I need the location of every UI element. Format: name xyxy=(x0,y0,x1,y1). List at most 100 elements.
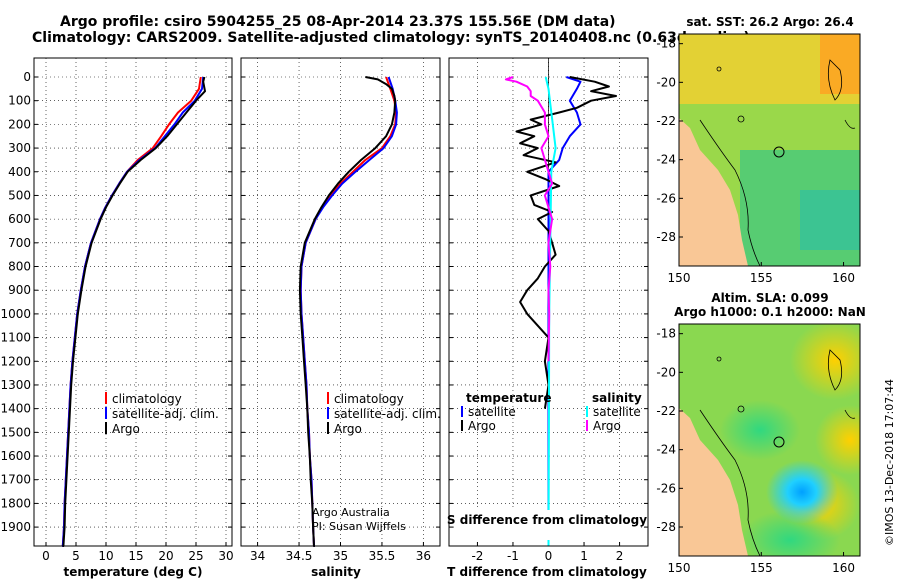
depth-tick-label: 1700 xyxy=(0,473,31,487)
difference-top-xlabel: S difference from climatology xyxy=(447,513,647,527)
sla-map-panel: Altim. SLA: 0.099 Argo h1000: 0.1 h2000:… xyxy=(656,291,866,575)
depth-axis-labels: 0 100 200 300 400 500 600 700 800 900 1000 1100 1200… xyxy=(0,70,31,534)
sst-island-contour xyxy=(737,115,745,123)
x-tick-label: 34 xyxy=(250,549,265,563)
title-line1: Argo profile: csiro 5904255_25 08-Apr-20… xyxy=(60,14,616,30)
depth-tick-label: 1800 xyxy=(0,496,31,510)
temperature-axis-ticks: 0 5 10 15 20 25 30 xyxy=(42,549,233,563)
x-tick-label: 25 xyxy=(188,549,203,563)
sla-cool-patch xyxy=(720,400,800,460)
difference-profiles xyxy=(504,58,617,547)
sla-map-frame xyxy=(678,323,861,557)
legend-header-temperature: temperature xyxy=(466,391,551,405)
depth-tick-label: 1100 xyxy=(0,331,31,345)
temperature-profiles xyxy=(61,76,206,547)
profile-line-argo xyxy=(62,76,206,547)
salinity-legend: climatology satellite-adj. clim. Argo xyxy=(327,392,441,436)
temperature-grid xyxy=(34,58,232,546)
salinity-axis-ticks: 34 34.5 35 35.5 36 xyxy=(250,549,431,563)
sst-island-contour-2 xyxy=(716,66,722,72)
depth-tick-label: 0 xyxy=(23,70,31,84)
profile-line-climatology xyxy=(61,76,202,547)
lon-tick-label: 150 xyxy=(668,561,691,575)
legend-s-satellite: satellite xyxy=(593,405,641,419)
x-tick-label: 20 xyxy=(158,549,173,563)
x-tick-label: -2 xyxy=(471,549,483,563)
lon-tick-label: 160 xyxy=(832,561,855,575)
sst-cool-patch xyxy=(800,190,860,250)
x-tick-label: 0 xyxy=(42,549,50,563)
lon-tick-label: 155 xyxy=(750,271,773,285)
sst-hot-corner xyxy=(820,34,860,94)
legend-argo: Argo xyxy=(112,422,140,436)
argo-position-marker xyxy=(773,436,785,448)
difference-frame xyxy=(448,57,649,547)
profile-line-temperature-satellite xyxy=(547,76,582,546)
sst-reef-contour xyxy=(827,59,856,129)
temperature-panel: 0100200300400500600700800900100011001200… xyxy=(0,57,234,579)
legend-satellite: satellite-adj. clim. xyxy=(334,407,441,421)
sst-lat-ticks: -18 -20 -22 -24 -26 -28 xyxy=(656,37,683,244)
sst-map-panel: sat. SST: 26.2 Argo: 26.4 150 155 160 -18 -… xyxy=(656,15,861,285)
sla-bathy-contour xyxy=(699,409,761,556)
x-tick-label: 1 xyxy=(580,549,588,563)
temperature-legend: climatology satellite-adj. clim. Argo xyxy=(105,392,219,436)
temperature-xlabel: temperature (deg C) xyxy=(64,565,203,579)
australia-coast xyxy=(679,408,748,556)
depth-tick-label: 400 xyxy=(8,165,31,179)
depth-tick-label: 1200 xyxy=(0,354,31,368)
sst-map-frame xyxy=(678,33,861,267)
lat-tick-label: -22 xyxy=(656,114,676,128)
legend-satellite: satellite-adj. clim. xyxy=(112,407,219,421)
credit-line2: PI: Susan Wijffels xyxy=(312,520,406,533)
sla-map-title: Altim. SLA: 0.099 xyxy=(711,291,828,305)
temperature-frame xyxy=(33,57,233,547)
legend-s-argo: Argo xyxy=(593,419,621,433)
lon-tick-label: 150 xyxy=(668,271,691,285)
sla-reef-contour xyxy=(827,349,856,419)
sla-lon-ticks: 150 155 160 xyxy=(668,552,855,575)
sst-lon-ticks: 150 155 160 xyxy=(668,262,855,285)
depth-tick-label: 1300 xyxy=(0,378,31,392)
depth-tick-label: 500 xyxy=(8,188,31,202)
sst-map-field xyxy=(679,34,860,266)
sla-map-subtitle: Argo h1000: 0.1 h2000: NaN xyxy=(674,305,866,319)
salinity-grid xyxy=(241,58,440,546)
sla-cold-eddy xyxy=(766,460,838,524)
salinity-frame xyxy=(240,57,441,547)
profile-line-argo xyxy=(298,76,397,547)
profile-line-climatology xyxy=(299,76,398,547)
x-tick-label: 10 xyxy=(98,549,113,563)
x-tick-label: 15 xyxy=(128,549,143,563)
depth-tick-label: 1000 xyxy=(0,307,31,321)
legend-t-argo: Argo xyxy=(468,419,496,433)
sla-island-contour xyxy=(737,405,745,413)
lon-tick-label: 155 xyxy=(750,561,773,575)
lat-tick-label: -18 xyxy=(656,37,676,51)
sla-lat-ticks: -18 -20 -22 -24 -26 -28 xyxy=(656,327,683,534)
profile-line-satellite-adj-clim- xyxy=(61,76,205,547)
difference-top-axis-bg xyxy=(455,510,641,540)
salinity-profiles xyxy=(298,76,398,547)
depth-tick-label: 1500 xyxy=(0,425,31,439)
credit-line1: Argo Australia xyxy=(312,506,390,519)
sla-warm-patch xyxy=(790,324,860,400)
lat-tick-label: -28 xyxy=(656,230,676,244)
lon-tick-label: 160 xyxy=(832,271,855,285)
sst-map-title: sat. SST: 26.2 Argo: 26.4 xyxy=(686,15,853,29)
title-line2: Climatology: CARS2009. Satellite-adjuste… xyxy=(32,30,750,46)
australia-coast xyxy=(679,118,748,266)
x-tick-label: 0 xyxy=(545,549,553,563)
legend-header-salinity: salinity xyxy=(592,391,642,405)
legend-climatology: climatology xyxy=(334,392,404,406)
x-tick-label: 35 xyxy=(333,549,348,563)
x-tick-label: 36 xyxy=(416,549,431,563)
legend-argo: Argo xyxy=(334,422,362,436)
lat-tick-label: -20 xyxy=(656,75,676,89)
depth-tick-label: 1900 xyxy=(0,520,31,534)
legend-t-satellite: satellite xyxy=(468,405,516,419)
salinity-xlabel: salinity xyxy=(311,565,361,579)
difference-legend: temperature salinity satellite Argo sate… xyxy=(461,391,642,433)
